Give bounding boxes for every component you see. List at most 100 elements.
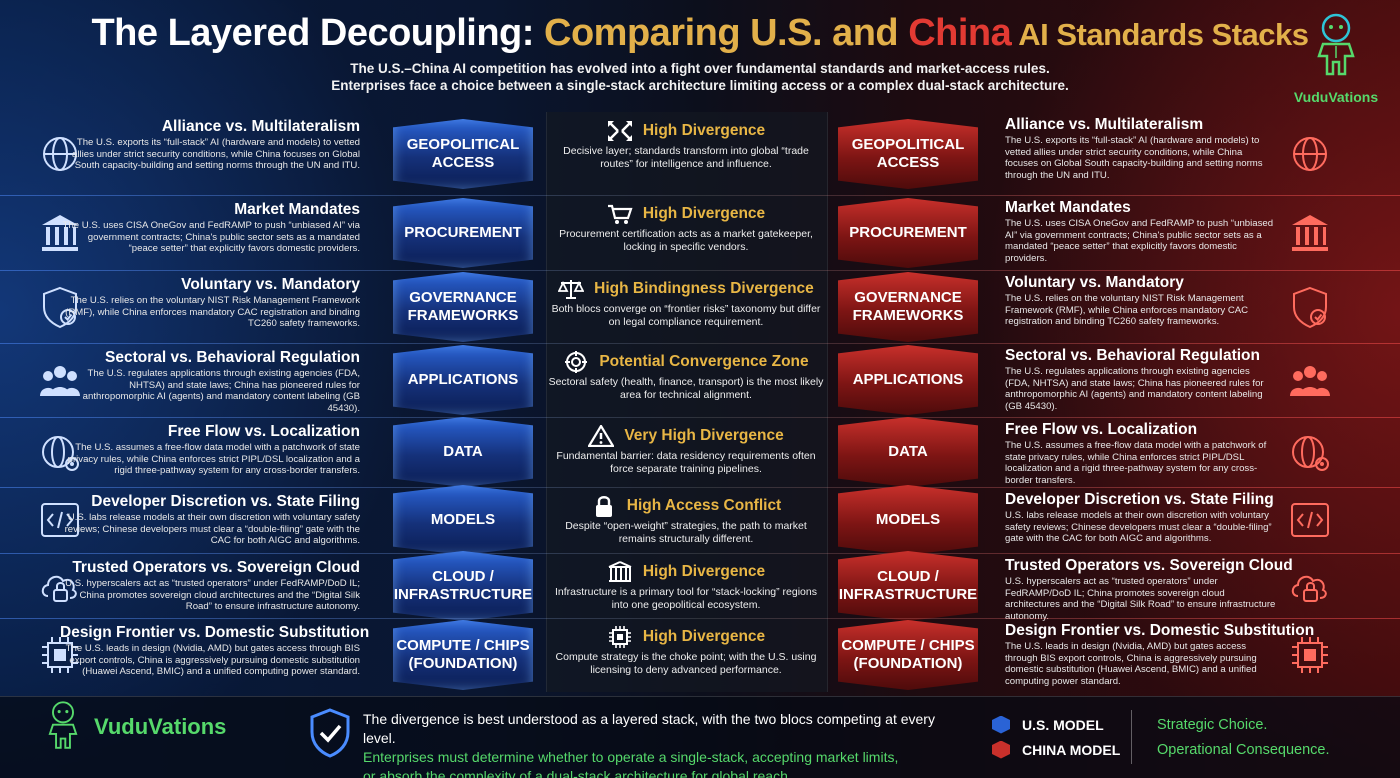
legend-us-label: U.S. MODEL [1022, 716, 1104, 733]
shopping-cart-icon [607, 204, 633, 224]
page-title: The Layered Decoupling: Comparing U.S. a… [0, 12, 1400, 55]
globe-data-icon [42, 436, 79, 471]
us-layer-title: Sectoral vs. Behavioral Regulation [105, 349, 360, 366]
china-layer-title: Free Flow vs. Localization [1005, 421, 1198, 438]
us-description: Voluntary vs. Mandatory The U.S. relies … [60, 276, 360, 330]
layer-label-line-1: CLOUD / [877, 568, 939, 585]
title-part-1: The Layered Decoupling: [91, 12, 544, 54]
legend-us: U.S. MODEL [992, 712, 1120, 737]
row-divider [0, 618, 1400, 619]
subtitle-line-2: Enterprises face a choice between a sing… [331, 78, 1069, 93]
china-layer-title: Trusted Operators vs. Sovereign Cloud [1005, 557, 1293, 574]
divergence-summary: High Divergence Procurement certificatio… [548, 203, 824, 254]
people-group-icon [40, 366, 80, 396]
china-layer-desc: The U.S. assumes a free-flow data model … [1005, 440, 1267, 486]
layer-label-line-2: (FOUNDATION) [408, 655, 518, 672]
layer-label-line-1: DATA [888, 443, 928, 460]
us-description: Market Mandates The U.S. uses CISA OneGo… [60, 201, 360, 255]
layer-label-line-1: CLOUD / [432, 568, 494, 585]
globe-data-icon [1292, 436, 1329, 471]
divergence-desc: Both blocs converge on “frontier risks” … [551, 303, 821, 328]
legend: U.S. MODEL CHINA MODEL [992, 712, 1120, 762]
title-part-2: Comparing U.S. and [544, 12, 909, 54]
shield-check-icon [43, 286, 77, 329]
us-layer-block: CLOUD / INFRASTRUCTURE [393, 551, 533, 621]
us-layer-desc: The U.S. leads in design (Nvidia, AMD) b… [65, 643, 360, 678]
china-layer-block: COMPUTE / CHIPS (FOUNDATION) [838, 620, 978, 690]
china-description: Design Frontier vs. Domestic Substitutio… [1005, 622, 1314, 687]
china-description: Market Mandates The U.S. uses CISA OneGo… [1005, 199, 1277, 264]
layer-label-line-1: APPLICATIONS [852, 371, 964, 388]
us-layer-desc: U.S. hyperscalers act as “trusted operat… [65, 578, 360, 613]
layer-label-line-1: GEOPOLITICAL [851, 136, 965, 153]
subtitle: The U.S.–China AI competition has evolve… [300, 60, 1100, 94]
row-divider [0, 343, 1400, 344]
us-description: Free Flow vs. Localization The U.S. assu… [60, 423, 360, 477]
china-description: Sectoral vs. Behavioral Regulation The U… [1005, 347, 1277, 412]
china-layer-desc: The U.S. uses CISA OneGov and FedRAMP to… [1005, 218, 1274, 264]
us-layer-block: GEOPOLITICAL ACCESS [393, 119, 533, 189]
government-building-icon [1292, 215, 1328, 251]
divergence-desc: Compute strategy is the choke point; wit… [555, 651, 817, 676]
china-layer-block: MODELS [838, 485, 978, 555]
us-layer-desc: The U.S. relies on the voluntary NIST Ri… [65, 295, 360, 330]
server-rack-icon [608, 561, 632, 582]
china-layer-title: Voluntary vs. Mandatory [1005, 274, 1184, 291]
footer-line-1: The divergence is best understood as a l… [363, 711, 935, 746]
voodoo-doll-icon [1317, 13, 1355, 76]
china-layer-block: GOVERNANCE FRAMEWORKS [838, 272, 978, 342]
shield-check-icon [310, 708, 350, 758]
us-layer-title: Market Mandates [234, 201, 360, 218]
us-layer-block: PROCUREMENT [393, 198, 533, 268]
china-description: Alliance vs. Multilateralism The U.S. ex… [1005, 116, 1277, 181]
cloud-lock-icon [41, 575, 77, 602]
layer-label-line-1: APPLICATIONS [407, 371, 519, 388]
us-layer-title: Design Frontier vs. Domestic Substitutio… [60, 624, 370, 641]
divergence-level: High Bindingness Divergence [594, 280, 814, 297]
divergence-level: High Access Conflict [626, 497, 782, 514]
divergence-desc: Despite “open-weight” strategies, the pa… [565, 520, 807, 545]
china-layer-title: Market Mandates [1005, 199, 1131, 216]
divergence-desc: Infrastructure is a primary tool for “st… [554, 586, 817, 611]
china-description: Free Flow vs. Localization The U.S. assu… [1005, 421, 1277, 486]
divergence-level: Potential Convergence Zone [599, 353, 809, 370]
footer-line-2: Enterprises must determine whether to op… [363, 749, 899, 765]
us-description: Alliance vs. Multilateralism The U.S. ex… [60, 118, 360, 172]
layer-label-line-1: COMPUTE / CHIPS [841, 637, 975, 654]
divergence-level: High Divergence [642, 628, 766, 645]
layer-label-line-1: GOVERNANCE [409, 289, 517, 306]
title-part-4: AI Standards Stacks [1011, 17, 1309, 52]
divergence-desc: Procurement certification acts as a mark… [559, 228, 813, 253]
layer-label-line-2: FRAMEWORKS [852, 307, 964, 324]
us-layer-block: COMPUTE / CHIPS (FOUNDATION) [393, 620, 533, 690]
logo-top: VuduVations [1286, 12, 1386, 105]
layer-label-line-1: PROCUREMENT [404, 224, 522, 241]
logo-top-text: VuduVations [1293, 89, 1379, 105]
arrows-diverge-icon [607, 121, 632, 141]
china-layer-title: Alliance vs. Multilateralism [1005, 116, 1204, 133]
china-layer-desc: The U.S. relies on the voluntary NIST Ri… [1005, 293, 1249, 328]
layer-label-line-1: GEOPOLITICAL [406, 136, 520, 153]
layer-row-market-mandates: Market Mandates The U.S. uses CISA OneGo… [0, 195, 1400, 270]
divergence-summary: High Bindingness Divergence Both blocs c… [548, 278, 824, 329]
layer-row-trusted-operators-vs-sovereign-cloud: Trusted Operators vs. Sovereign Cloud U.… [0, 551, 1400, 622]
us-layer-title: Free Flow vs. Localization [167, 423, 360, 440]
us-layer-title: Trusted Operators vs. Sovereign Cloud [72, 559, 360, 576]
row-divider [0, 270, 1400, 271]
code-icon [41, 503, 79, 537]
divergence-summary: Potential Convergence Zone Sectoral safe… [548, 351, 824, 402]
us-layer-block: GOVERNANCE FRAMEWORKS [393, 272, 533, 342]
china-layer-block: CLOUD / INFRASTRUCTURE [838, 551, 978, 621]
subtitle-line-1: The U.S.–China AI competition has evolve… [350, 61, 1050, 76]
layer-label-line-1: PROCUREMENT [849, 224, 967, 241]
logo-bottom: VuduVations [40, 700, 226, 754]
row-divider [0, 553, 1400, 554]
us-layer-title: Developer Discretion vs. State Filing [91, 493, 360, 510]
strategic-note: Strategic Choice. Operational Consequenc… [1157, 713, 1330, 763]
us-layer-title: Alliance vs. Multilateralism [161, 118, 360, 135]
cube-red-icon [992, 740, 1010, 759]
layer-label-line-2: (FOUNDATION) [853, 655, 963, 672]
layer-label-line-2: ACCESS [431, 154, 495, 171]
divergence-desc: Fundamental barrier: data residency requ… [556, 450, 816, 475]
layer-row-voluntary-vs-mandatory: Voluntary vs. Mandatory The U.S. relies … [0, 270, 1400, 343]
